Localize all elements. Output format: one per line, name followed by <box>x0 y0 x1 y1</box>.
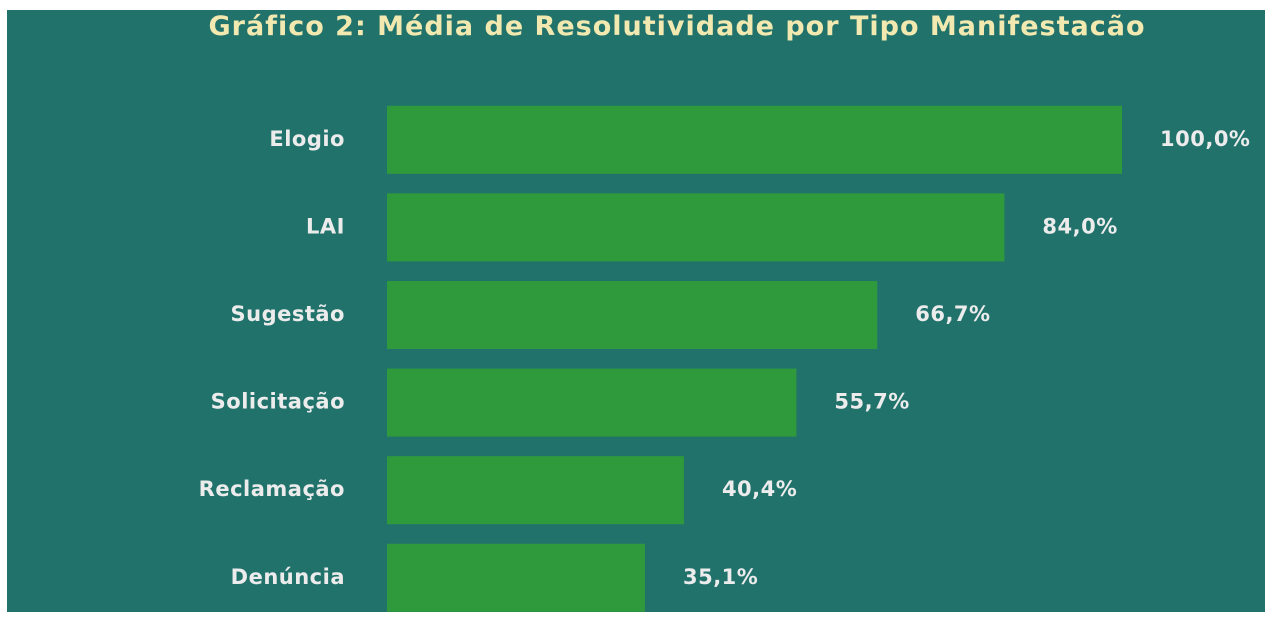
bar <box>387 105 1122 174</box>
y-tick-label: Solicitação <box>211 390 345 414</box>
y-tick-label: Sugestão <box>231 302 346 326</box>
data-label: 100,0% <box>1160 127 1250 151</box>
data-label: 66,7% <box>915 302 990 326</box>
bar <box>387 193 1005 262</box>
data-label: 35,1% <box>683 565 758 589</box>
y-tick-label: LAI <box>306 214 345 238</box>
data-label: 40,4% <box>722 477 797 501</box>
bar <box>387 456 684 525</box>
bar <box>387 543 645 612</box>
bar <box>387 368 797 437</box>
chart-title: Gráfico 2: Média de Resolutividade por T… <box>208 11 1146 42</box>
data-label: 84,0% <box>1042 214 1117 238</box>
y-tick-label: Denúncia <box>231 565 345 589</box>
y-tick-label: Elogio <box>269 127 345 151</box>
data-label: 55,7% <box>834 390 909 414</box>
bar <box>387 281 878 349</box>
y-tick-label: Reclamação <box>199 477 345 501</box>
